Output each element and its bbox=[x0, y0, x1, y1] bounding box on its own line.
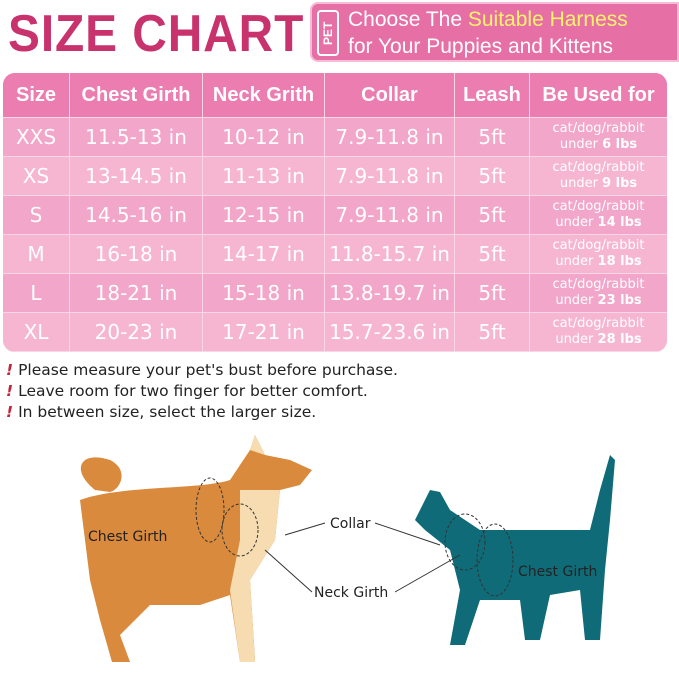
use-weight: 18 lbs bbox=[597, 254, 642, 269]
chest-cell: 13-14.5 in bbox=[70, 157, 203, 195]
header-cell: Size bbox=[3, 73, 70, 117]
use-weight: 28 lbs bbox=[597, 332, 642, 347]
exclamation-icon: ! bbox=[6, 361, 14, 379]
note: ! Leave room for two finger for better co… bbox=[6, 381, 398, 402]
table-row: L 18-21 in 15-18 in 13.8-19.7 in 5ft cat… bbox=[3, 274, 667, 313]
table-row: XS 13-14.5 in 11-13 in 7.9-11.8 in 5ft c… bbox=[3, 157, 667, 196]
collar-label: Collar bbox=[330, 516, 371, 532]
size-cell: L bbox=[3, 274, 70, 312]
use-under: under bbox=[555, 332, 594, 347]
header-cell: Be Used for bbox=[542, 83, 655, 106]
cat-illustration bbox=[415, 455, 615, 645]
leash-cell: 5ft bbox=[455, 196, 530, 234]
use-animals: cat/dog/rabbit bbox=[552, 238, 645, 253]
chest-cell: 16-18 in bbox=[70, 235, 203, 273]
use-under: under bbox=[555, 254, 594, 269]
leash-cell: 5ft bbox=[455, 235, 530, 273]
use-weight: 14 lbs bbox=[597, 215, 642, 230]
neck-girth-label: Neck Girth bbox=[314, 585, 388, 601]
size-cell: XL bbox=[3, 313, 70, 351]
leash-cell: 5ft bbox=[455, 274, 530, 312]
chest-cell: 11.5-13 in bbox=[70, 118, 203, 156]
use-cell: cat/dog/rabbit under 18 lbs bbox=[530, 235, 667, 273]
banner: PET Choose The Suitable Harness for Your… bbox=[310, 2, 679, 62]
use-under: under bbox=[555, 215, 594, 230]
use-cell: cat/dog/rabbit under 28 lbs bbox=[530, 313, 667, 351]
collar-cell: 7.9-11.8 in bbox=[325, 118, 455, 156]
use-weight: 9 lbs bbox=[602, 176, 638, 191]
use-cell: cat/dog/rabbit under 9 lbs bbox=[530, 157, 667, 195]
use-under: under bbox=[559, 176, 598, 191]
use-animals: cat/dog/rabbit bbox=[552, 121, 645, 136]
use-cell: cat/dog/rabbit under 14 lbs bbox=[530, 196, 667, 234]
neck-cell: 10-12 in bbox=[203, 118, 325, 156]
use-animals: cat/dog/rabbit bbox=[552, 160, 645, 175]
measurement-diagram: Chest Girth Collar Neck Girth Chest Girt… bbox=[80, 435, 615, 662]
chest-cell: 18-21 in bbox=[70, 274, 203, 312]
note-text: In between size, select the larger size. bbox=[18, 403, 317, 421]
notes: ! Please measure your pet's bust before p… bbox=[6, 360, 398, 423]
table-row: S 14.5-16 in 12-15 in 7.9-11.8 in 5ft ca… bbox=[3, 196, 667, 235]
use-weight: 23 lbs bbox=[597, 293, 642, 308]
page-title: SIZE CHART bbox=[8, 5, 305, 63]
collar-cell: 11.8-15.7 in bbox=[325, 235, 455, 273]
collar-cell: 13.8-19.7 in bbox=[325, 274, 455, 312]
neck-cell: 17-21 in bbox=[203, 313, 325, 351]
table-row: XL 20-23 in 17-21 in 15.7-23.6 in 5ft ca… bbox=[3, 313, 667, 352]
chest-cell: 14.5-16 in bbox=[70, 196, 203, 234]
size-cell: S bbox=[3, 196, 70, 234]
header-cell: Chest Girth bbox=[70, 73, 203, 117]
use-animals: cat/dog/rabbit bbox=[552, 199, 645, 214]
neck-cell: 12-15 in bbox=[203, 196, 325, 234]
pet-badge: PET bbox=[317, 10, 339, 56]
collar-cell: 7.9-11.8 in bbox=[325, 196, 455, 234]
use-cell: cat/dog/rabbit under 23 lbs bbox=[530, 274, 667, 312]
collar-cell: 7.9-11.8 in bbox=[325, 157, 455, 195]
exclamation-icon: ! bbox=[6, 382, 14, 400]
table-row: XXS 11.5-13 in 10-12 in 7.9-11.8 in 5ft … bbox=[3, 118, 667, 157]
use-cell: cat/dog/rabbit under 6 lbs bbox=[530, 118, 667, 156]
exclamation-icon: ! bbox=[6, 403, 14, 421]
dog-chest-label: Chest Girth bbox=[88, 529, 167, 545]
header-cell: Leash bbox=[455, 73, 530, 117]
use-weight: 6 lbs bbox=[602, 137, 638, 152]
chest-cell: 20-23 in bbox=[70, 313, 203, 351]
neck-cell: 14-17 in bbox=[203, 235, 325, 273]
banner-line1: Choose The bbox=[348, 8, 468, 31]
banner-line2: for Your Puppies and Kittens bbox=[348, 35, 614, 58]
neck-cell: 11-13 in bbox=[203, 157, 325, 195]
collar-cell: 15.7-23.6 in bbox=[325, 313, 455, 351]
note-text: Please measure your pet's bust before pu… bbox=[18, 361, 398, 379]
note-text: Leave room for two finger for better com… bbox=[18, 382, 368, 400]
size-cell: XXS bbox=[3, 118, 70, 156]
use-under: under bbox=[559, 137, 598, 152]
size-cell: XS bbox=[3, 157, 70, 195]
leash-cell: 5ft bbox=[455, 313, 530, 351]
size-table: Size Chest Girth Neck Grith Collar Leash… bbox=[3, 73, 667, 352]
table-header: Size Chest Girth Neck Grith Collar Leash… bbox=[3, 73, 667, 118]
banner-highlight: Suitable Harness bbox=[467, 8, 628, 31]
neck-cell: 15-18 in bbox=[203, 274, 325, 312]
use-animals: cat/dog/rabbit bbox=[552, 277, 645, 292]
use-under: under bbox=[555, 293, 594, 308]
table-row: M 16-18 in 14-17 in 11.8-15.7 in 5ft cat… bbox=[3, 235, 667, 274]
size-cell: M bbox=[3, 235, 70, 273]
leash-cell: 5ft bbox=[455, 118, 530, 156]
leash-cell: 5ft bbox=[455, 157, 530, 195]
note: ! In between size, select the larger size… bbox=[6, 402, 398, 423]
header-cell: Neck Grith bbox=[203, 73, 325, 117]
use-animals: cat/dog/rabbit bbox=[552, 316, 645, 331]
header-cell: Collar bbox=[325, 73, 455, 117]
note: ! Please measure your pet's bust before p… bbox=[6, 360, 398, 381]
dog-illustration bbox=[80, 435, 312, 662]
cat-chest-label: Chest Girth bbox=[518, 564, 597, 580]
